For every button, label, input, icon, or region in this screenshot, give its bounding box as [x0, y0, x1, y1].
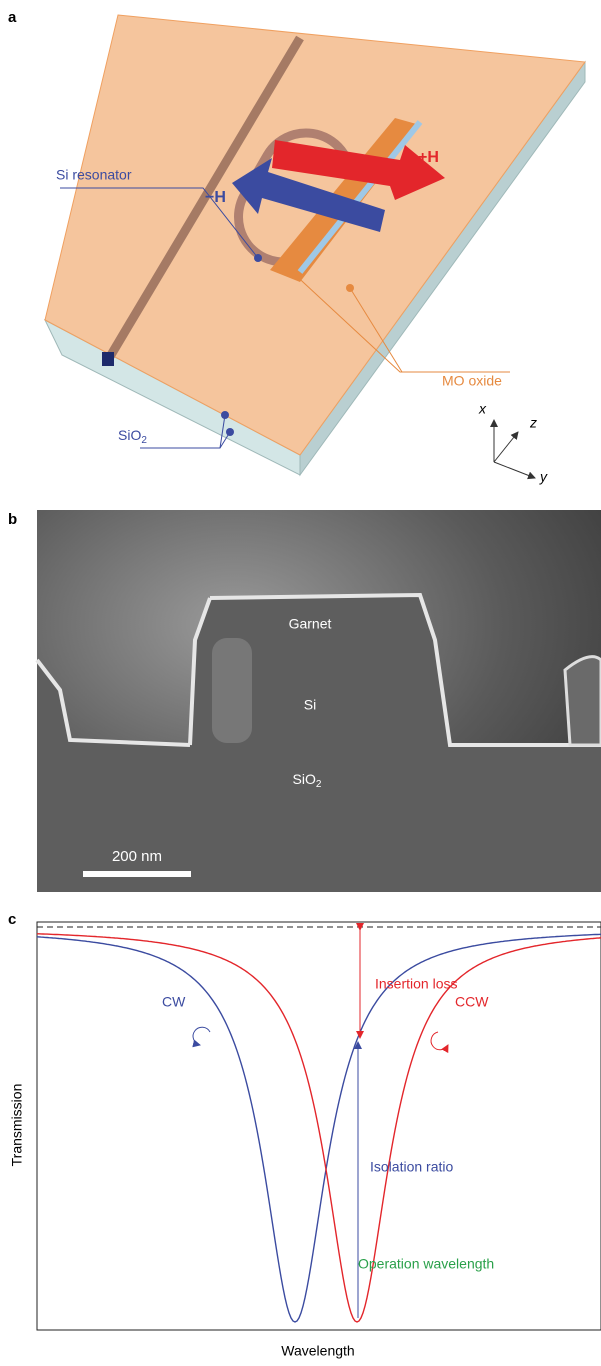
label: −H — [205, 189, 226, 206]
label: Garnet — [289, 616, 332, 632]
device-schematic — [45, 15, 585, 475]
label: Isolation ratio — [370, 1159, 453, 1175]
label: Si resonator — [56, 167, 132, 183]
label: CW — [162, 994, 186, 1010]
label: MO oxide — [442, 373, 502, 389]
label: Operation wavelength — [358, 1256, 494, 1272]
sem-image — [37, 510, 601, 892]
label: CCW — [455, 994, 489, 1010]
figure: a Si resonator −H +H MO oxide SiO2 x z y… — [0, 0, 601, 1366]
axis-title: Wavelength — [281, 1343, 354, 1359]
axis-title: Transmission — [9, 1084, 25, 1167]
axis-label: x — [478, 401, 487, 417]
panel-label: a — [8, 9, 17, 26]
label: Insertion loss — [375, 976, 457, 992]
label: Si — [304, 697, 316, 713]
axis-label: z — [529, 415, 537, 431]
panel-label: b — [8, 511, 17, 528]
transmission-plot — [37, 922, 601, 1330]
axis-label: y — [539, 469, 548, 485]
label: SiO2 — [118, 427, 147, 446]
label: +H — [418, 149, 439, 166]
panel-label: c — [8, 911, 16, 928]
scale-bar-label: 200 nm — [112, 848, 162, 865]
